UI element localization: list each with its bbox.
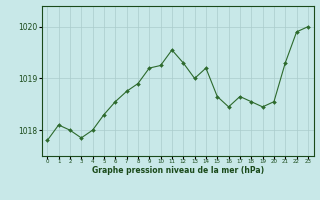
X-axis label: Graphe pression niveau de la mer (hPa): Graphe pression niveau de la mer (hPa) (92, 166, 264, 175)
